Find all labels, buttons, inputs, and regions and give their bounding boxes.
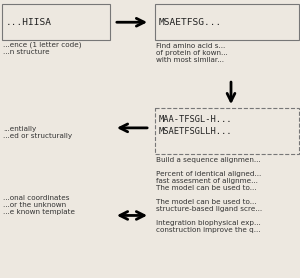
Text: The model can be used to...

The model can be used to...
structure-based ligand : The model can be used to... The model ca…	[156, 185, 262, 233]
FancyBboxPatch shape	[2, 4, 110, 40]
Text: ...onal coordinates
...or the unknown
...e known template: ...onal coordinates ...or the unknown ..…	[3, 195, 75, 215]
FancyBboxPatch shape	[154, 108, 298, 154]
Text: MAA-TFSGL-H...
MSAETFSGLLH...: MAA-TFSGL-H... MSAETFSGLLH...	[159, 115, 232, 136]
Text: Build a sequence alignmen...

Percent of identical aligned...
fast assesment of : Build a sequence alignmen... Percent of …	[156, 157, 261, 184]
Text: MSAETFSG...: MSAETFSG...	[159, 18, 222, 27]
FancyBboxPatch shape	[154, 4, 298, 40]
Text: Find amino acid s...
of protein of kown...
with most similar...: Find amino acid s... of protein of kown.…	[156, 43, 228, 63]
Text: ...ence (1 letter code)
...n structure: ...ence (1 letter code) ...n structure	[3, 42, 82, 55]
Text: ...entially
...ed or structurally: ...entially ...ed or structurally	[3, 126, 72, 140]
Text: ...HIISA: ...HIISA	[6, 18, 52, 27]
